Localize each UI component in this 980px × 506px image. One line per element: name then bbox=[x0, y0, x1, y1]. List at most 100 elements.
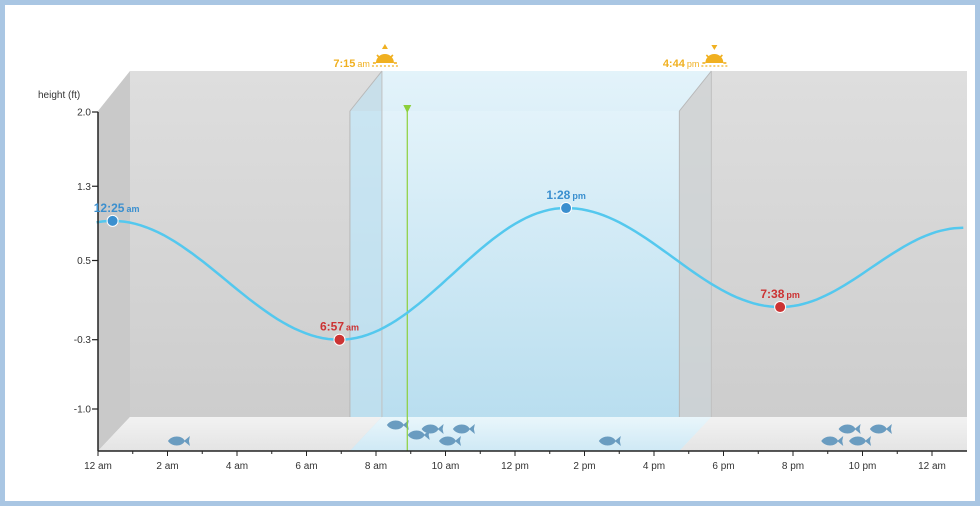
fish-tail bbox=[614, 436, 621, 446]
fish-icon bbox=[598, 436, 621, 446]
fish-tail bbox=[468, 424, 475, 434]
floor-night-right bbox=[679, 417, 967, 451]
low-tide-label: 6:57 am bbox=[320, 320, 359, 334]
x-tick-label: 12 am bbox=[918, 461, 946, 472]
fish-tail bbox=[865, 436, 872, 446]
sun-ray bbox=[376, 54, 380, 58]
sunset-divider bbox=[679, 71, 712, 451]
low-tide-marker bbox=[333, 333, 346, 346]
x-tick-label: 6 am bbox=[295, 461, 317, 472]
sun-ampm: pm bbox=[687, 59, 700, 69]
y-tick-label: -1.0 bbox=[74, 405, 92, 416]
y-tick-label: -0.3 bbox=[74, 335, 92, 346]
sun-half bbox=[375, 54, 394, 63]
y-tick-label: 2.0 bbox=[77, 108, 91, 119]
high-tide-marker bbox=[560, 202, 573, 215]
fish-tail bbox=[183, 436, 190, 446]
fish-body bbox=[407, 430, 425, 440]
floor-night-left bbox=[98, 417, 382, 451]
high-tide-label: 1:28 pm bbox=[546, 188, 586, 202]
fish-icon bbox=[849, 436, 872, 446]
fish-tail bbox=[837, 436, 844, 446]
high-tide-marker bbox=[106, 214, 119, 227]
fish-icon bbox=[167, 436, 190, 446]
low-tide-marker bbox=[774, 301, 787, 314]
x-tick-label: 12 pm bbox=[501, 461, 529, 472]
sun-ampm: am bbox=[357, 59, 370, 69]
tide-curve-layer bbox=[96, 105, 964, 451]
background-panels bbox=[98, 70, 967, 451]
tide-curve bbox=[96, 206, 964, 341]
x-tick-label: 4 am bbox=[226, 461, 248, 472]
sun-half bbox=[705, 54, 724, 63]
fish-tail bbox=[885, 424, 892, 434]
fish-icon bbox=[421, 424, 444, 434]
fish-body bbox=[386, 420, 404, 430]
y-tick-label: 1.3 bbox=[77, 182, 91, 193]
floor-day bbox=[349, 417, 712, 451]
sun-up-arrow bbox=[381, 44, 388, 49]
tide-chart: height (ft) 2.0 1.3 0.5 -0.3 -1.0 12 am 2 am 4 a… bbox=[38, 44, 967, 472]
fish-body bbox=[421, 424, 439, 434]
x-tick-label: 8 pm bbox=[782, 461, 804, 472]
sunrise-divider bbox=[349, 71, 382, 451]
tide-time: 12:25 bbox=[94, 201, 125, 215]
fish-body bbox=[849, 436, 867, 446]
fish-body bbox=[838, 424, 856, 434]
x-tick-label: 6 pm bbox=[712, 461, 734, 472]
x-tick-label: 2 pm bbox=[573, 461, 595, 472]
fish-body bbox=[821, 436, 839, 446]
floor-panels bbox=[98, 417, 967, 451]
sun-ray bbox=[719, 54, 723, 58]
x-tick-label: 10 am bbox=[432, 461, 460, 472]
axes: height (ft) 2.0 1.3 0.5 -0.3 -1.0 12 am 2 am 4 a… bbox=[38, 90, 967, 472]
sunset-edge-top bbox=[678, 70, 712, 112]
y-tick-label: 0.5 bbox=[77, 256, 91, 267]
fish-tail bbox=[854, 424, 861, 434]
fish-icon bbox=[869, 424, 892, 434]
tide-ampm: am bbox=[126, 204, 139, 214]
fish-body bbox=[598, 436, 616, 446]
fish-icon bbox=[438, 436, 461, 446]
fish-tail bbox=[454, 436, 461, 446]
fish-icon bbox=[838, 424, 861, 434]
fish-icon bbox=[821, 436, 844, 446]
fish-body bbox=[869, 424, 887, 434]
fish-activity bbox=[167, 420, 892, 446]
x-tick-label: 4 pm bbox=[643, 461, 665, 472]
sunrise-label: 7:15 am bbox=[333, 58, 370, 70]
x-tick-label: 12 am bbox=[84, 461, 112, 472]
fish-body bbox=[438, 436, 456, 446]
fish-icon bbox=[452, 424, 475, 434]
sun-time: 4:44 bbox=[663, 58, 686, 70]
sunrise-icon bbox=[371, 44, 398, 67]
fish-body bbox=[167, 436, 185, 446]
tide-ampm: am bbox=[346, 323, 359, 333]
high-tide-label: 12:25 am bbox=[94, 201, 140, 215]
tide-time: 7:38 bbox=[760, 287, 784, 301]
left-side-wall bbox=[98, 71, 130, 451]
fish-body bbox=[452, 424, 470, 434]
sun-ray bbox=[390, 54, 394, 58]
sun-time: 7:15 bbox=[333, 58, 355, 70]
tide-ampm: pm bbox=[572, 191, 586, 201]
tide-time: 1:28 bbox=[546, 188, 570, 202]
x-tick-label: 10 pm bbox=[849, 461, 877, 472]
tide-ampm: pm bbox=[786, 290, 800, 300]
sunrise-edge-top bbox=[349, 70, 383, 112]
sun-ray bbox=[705, 54, 709, 58]
x-tick-label: 2 am bbox=[156, 461, 178, 472]
fish-tail bbox=[437, 424, 444, 434]
low-tide-label: 7:38 pm bbox=[760, 287, 800, 301]
sun-down-arrow bbox=[711, 45, 718, 50]
tide-time: 6:57 bbox=[320, 320, 344, 334]
y-axis-title: height (ft) bbox=[38, 90, 80, 101]
day-front-panel bbox=[349, 111, 680, 451]
x-tick-label: 8 am bbox=[365, 461, 387, 472]
sunset-label: 4:44 pm bbox=[663, 58, 700, 70]
current-time-marker bbox=[403, 105, 412, 113]
sun-markers: 7:15 am 4:44 pm bbox=[333, 44, 728, 70]
tide-markers: 12:25 am6:57 am1:28 pm7:38 pm bbox=[94, 188, 800, 346]
sunset-icon bbox=[701, 45, 728, 67]
